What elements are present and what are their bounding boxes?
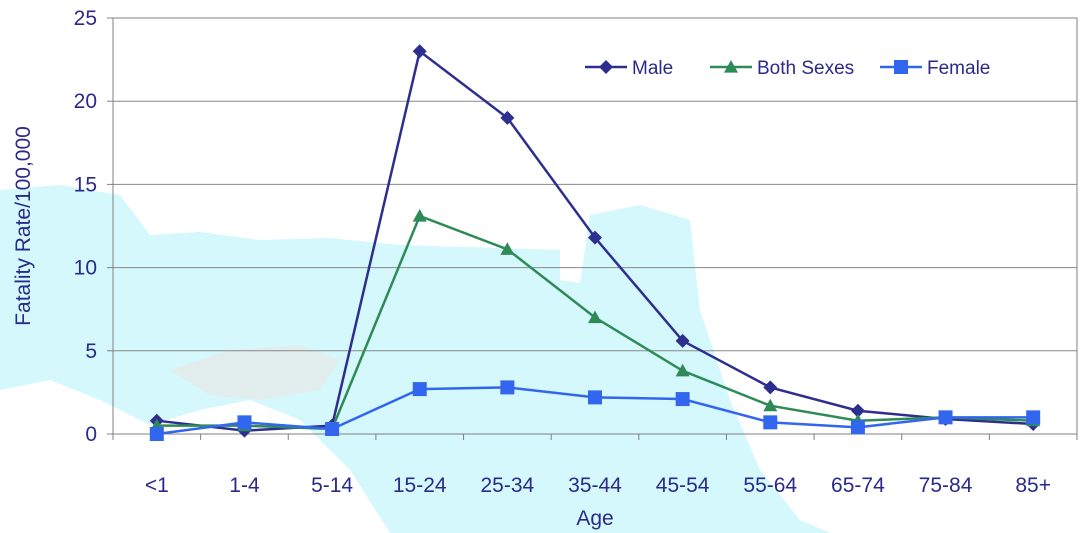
plot-frame [112,17,1078,435]
y-tick-label: 0 [85,423,97,446]
legend-item-male: Male [585,58,673,79]
x-tick-label: 15-24 [393,474,447,497]
legend-marker [599,60,613,74]
y-tick-label: 10 [74,257,97,280]
data-point-both-sexes [675,363,690,377]
legend: Male Both Sexes Female [585,58,990,79]
data-point-male [850,403,865,418]
x-tick-label: 65-74 [831,474,885,497]
x-tick-label: 55-64 [743,474,797,497]
data-point-both-sexes [588,310,602,324]
series-layer [149,44,1041,441]
x-axis-title: Age [576,507,613,530]
legend-label: Both Sexes [757,58,854,79]
data-point-both-sexes [763,398,778,412]
data-point-female [763,415,778,430]
y-tick-label: 25 [74,7,97,30]
data-point-male [412,44,427,59]
y-axis-ticks: 0 5 10 15 20 25 [74,7,113,446]
x-tick-label: <1 [145,474,169,497]
data-point-male [500,110,515,125]
background-map-shape [0,185,830,533]
data-point-male [588,230,602,245]
x-tick-label: 25-34 [481,474,535,497]
data-point-male [763,380,778,395]
data-point-female [675,392,690,407]
series-female [149,380,1041,441]
legend-label: Female [927,58,990,79]
x-tick-label: 5-14 [311,474,353,497]
data-point-male [675,333,690,348]
x-tick-label: 35-44 [568,474,622,497]
data-point-both-sexes [412,209,427,222]
data-point-female [588,390,602,405]
legend-marker [894,60,908,74]
x-tick-label: 85+ [1015,474,1051,497]
data-point-female [938,410,953,425]
y-tick-label: 20 [74,90,97,113]
y-tick-label: 15 [74,173,97,196]
data-point-female [237,415,252,430]
x-axis-ticks: <1 1-4 5-14 15-24 25-34 35-44 45-54 55-64 65-74 7… [112,434,1078,497]
data-point-female [1026,410,1041,425]
x-tick-label: 1-4 [229,474,260,497]
data-point-female [149,427,164,441]
legend-marker [724,60,738,73]
x-tick-label: 45-54 [656,474,710,497]
legend-item-female: Female [880,58,990,79]
data-point-female [500,380,515,395]
data-point-female [325,422,340,437]
legend-label: Male [632,58,673,79]
data-point-female [850,420,865,435]
y-axis-title: Fatality Rate/100,000 [12,126,35,326]
plot-area: 0 5 10 15 20 25 <1 1-4 5-14 15-24 25-34 35-44 45-54… [74,7,1078,497]
data-point-both-sexes [500,242,515,255]
legend-item-both-sexes: Both Sexes [710,58,854,79]
data-point-female [412,382,427,397]
x-tick-label: 75-84 [919,474,973,497]
y-tick-label: 5 [85,340,97,363]
